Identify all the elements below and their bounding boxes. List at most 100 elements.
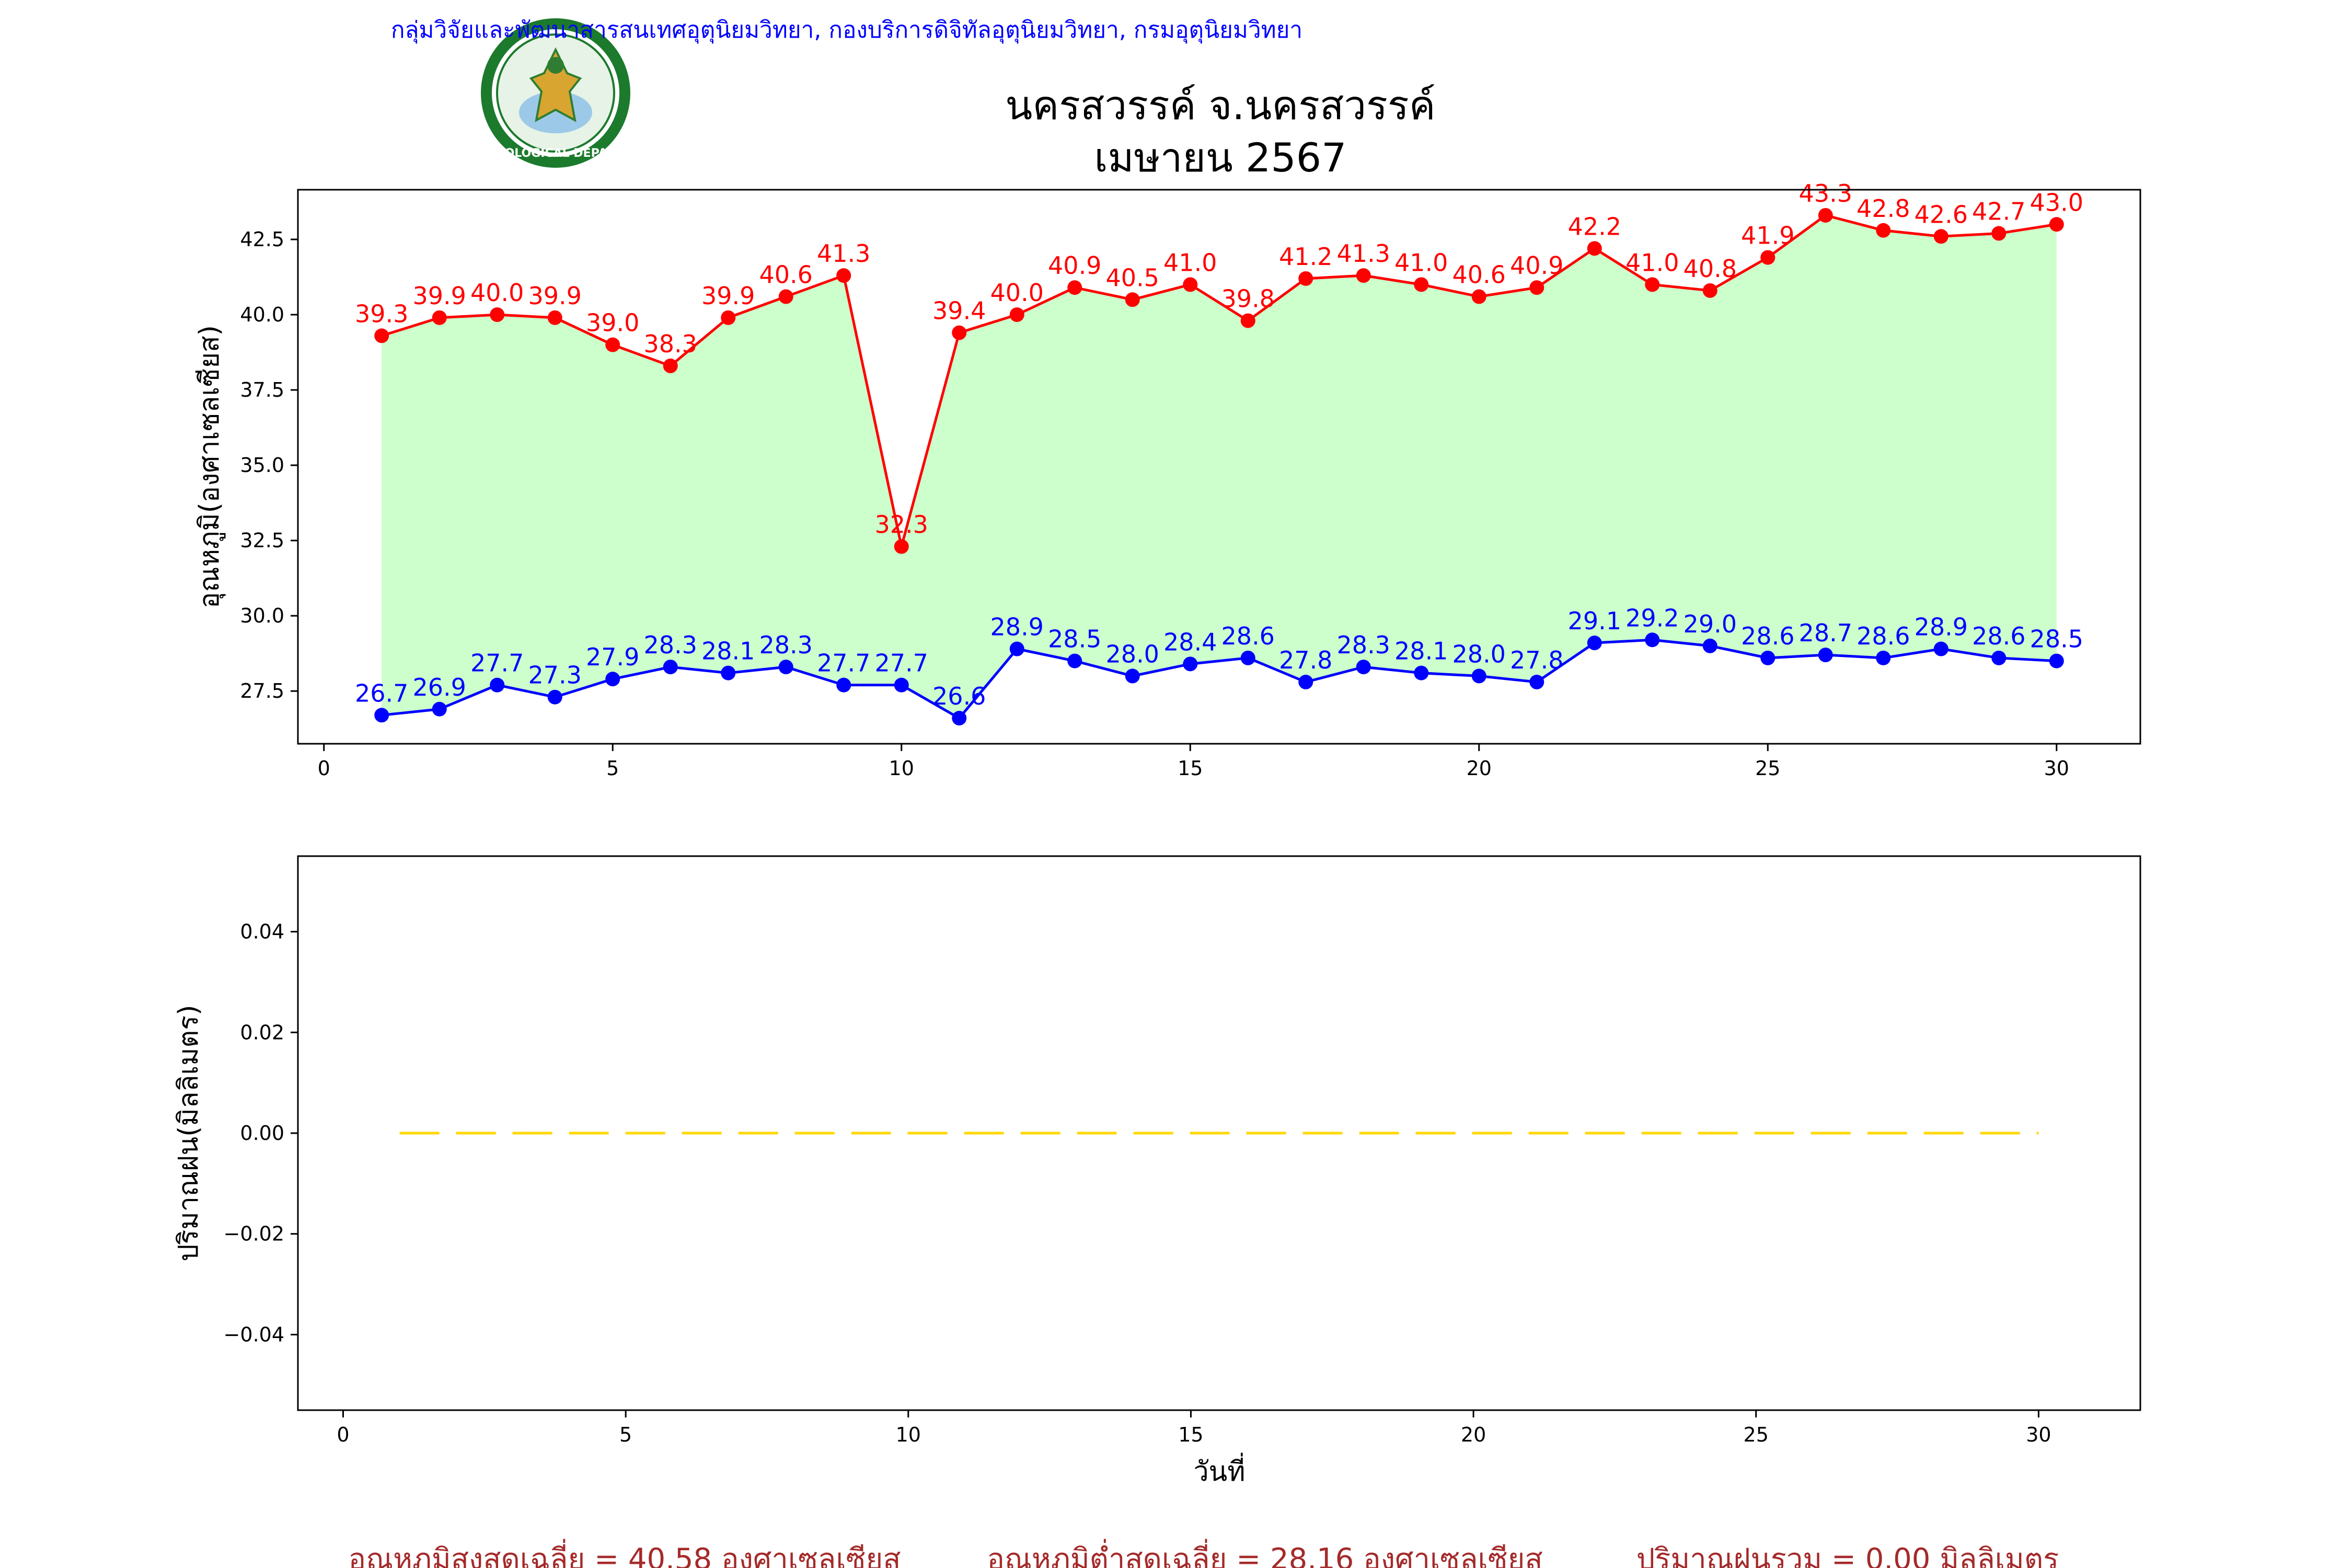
rainfall-y-axis-label: ปริมาณฝน(มิลลิเมตร) (173, 1005, 204, 1261)
temperature-min-point (1298, 674, 1313, 689)
temperature-max-point (1125, 292, 1140, 307)
temperature-min-label: 27.8 (1510, 646, 1563, 674)
temperature-data-labels: 39.339.9 40.0 39.939.038.339.940.641.332.3… (355, 179, 2083, 710)
temperature-min-point (547, 689, 562, 705)
temperature-max-point (1067, 280, 1082, 295)
rainfall-x-tick-label: 10 (896, 1423, 921, 1446)
temperature-min-point (1067, 653, 1082, 668)
temperature-max-point (1702, 283, 1717, 298)
temperature-min-label: 26.7 (355, 679, 408, 707)
rainfall-x-tick-label: 0 (337, 1423, 349, 1446)
temperature-x-tick-label: 15 (1178, 757, 1203, 780)
temperature-max-point (1414, 277, 1429, 292)
temperature-min-point (1009, 641, 1024, 656)
temperature-max-label: 42.8 (1857, 194, 1910, 223)
temperature-max-point (547, 310, 562, 325)
summary-avg-min: อุณหภูมิต่ำสุดเฉลี่ย = 28.16 องศาเซลเซีย… (987, 1539, 1542, 1568)
temperature-min-point (2049, 653, 2064, 668)
temperature-min-point (778, 660, 793, 675)
rainfall-y-tick-label: −0.04 (224, 1323, 284, 1346)
temperature-max-label: 40.9 (1510, 251, 1563, 280)
temperature-min-label: 28.9 (990, 613, 1044, 641)
rainfall-x-ticks: 0 5 10 15 20 25 30 (337, 1410, 2051, 1446)
temperature-min-label: 27.7 (875, 649, 928, 677)
temperature-max-label: 43.0 (2030, 188, 2083, 216)
rainfall-y-tick-label: −0.02 (224, 1223, 284, 1246)
temperature-min-point (1991, 650, 2007, 665)
temperature-x-tick-label: 5 (606, 757, 619, 780)
temperature-max-point (1991, 226, 2007, 241)
temperature-max-label: 38.3 (644, 330, 697, 358)
temperature-max-label: 39.4 (932, 297, 986, 325)
temperature-max-point (1356, 268, 1371, 283)
summary-avg-max: อุณหภูมิสูงสุดเฉลี่ย = 40.58 องศาเซลเซีย… (348, 1539, 901, 1568)
temperature-x-tick-label: 30 (2044, 757, 2069, 780)
rainfall-x-tick-label: 30 (2026, 1423, 2051, 1446)
temperature-max-point (1876, 223, 1891, 238)
temperature-max-point (952, 325, 967, 340)
temperature-max-point (1933, 229, 1949, 244)
temperature-min-point (1240, 650, 1255, 665)
rainfall-chart: 0 5 10 15 20 25 30 −0.04 −0.02 0.00 0.02 0.04 ปริม… (173, 855, 2141, 1488)
temperature-max-label: 41.3 (817, 239, 870, 268)
temperature-max-point (1529, 280, 1544, 295)
temperature-max-label: 40.8 (1684, 255, 1737, 283)
meteorological-department-logo: METEOROLOGICAL DEPARTMENT (451, 18, 660, 168)
temperature-y-tick-label: 40.0 (240, 303, 284, 326)
temperature-max-label: 40.6 (1452, 261, 1506, 289)
temperature-min-label: 28.5 (2030, 625, 2083, 653)
temperature-min-point (1587, 636, 1602, 651)
temperature-max-point (778, 289, 793, 304)
temperature-min-point (1529, 674, 1544, 689)
temperature-x-tick-label: 0 (318, 757, 330, 780)
temperature-min-label: 28.9 (1915, 613, 1968, 641)
temperature-y-axis-label: อุณหภูมิ(องศาเซลเซียส) (194, 325, 226, 608)
temperature-max-point (894, 539, 909, 554)
rainfall-x-tick-label: 20 (1461, 1423, 1486, 1446)
temperature-y-tick-label: 42.5 (240, 228, 284, 251)
temperature-lines (381, 214, 2057, 720)
rainfall-y-ticks: −0.04 −0.02 0.00 0.02 0.04 (224, 920, 298, 1346)
temperature-max-label: 40.0 (470, 279, 524, 307)
temperature-min-label: 28.3 (1337, 631, 1390, 659)
temperature-max-label: 39.9 (413, 282, 466, 310)
temperature-y-tick-label: 32.5 (240, 529, 284, 552)
station-title: นครสวรรค์ จ.นครสวรรค์ (1005, 82, 1435, 129)
temperature-min-point (1933, 641, 1949, 656)
temperature-min-label: 27.8 (1279, 646, 1332, 674)
temperature-x-tick-label: 20 (1467, 757, 1492, 780)
temperature-max-label: 43.3 (1799, 179, 1852, 207)
temperature-max-label: 42.6 (1915, 200, 1968, 228)
temperature-max-label: 41.9 (1741, 222, 1794, 250)
temperature-min-point (605, 672, 620, 687)
temperature-max-point (2049, 217, 2064, 232)
temperature-min-point (1414, 665, 1429, 681)
temperature-max-point (1183, 277, 1198, 292)
temperature-min-point (1645, 632, 1660, 648)
temperature-max-label: 40.0 (990, 279, 1044, 307)
temperature-max-label: 39.9 (701, 282, 755, 310)
temperature-plot-frame (297, 189, 2141, 745)
temperature-points (374, 207, 2064, 726)
temperature-max-label: 42.7 (1972, 198, 2025, 226)
temperature-max-label: 39.9 (528, 282, 582, 310)
temperature-max-label: 41.3 (1337, 239, 1390, 268)
temperature-min-point (490, 677, 505, 693)
temperature-min-label: 28.0 (1452, 640, 1506, 668)
temperature-min-point (721, 665, 736, 681)
temperature-max-point (836, 268, 851, 283)
temperature-min-label: 26.6 (932, 682, 986, 710)
temperature-y-ticks: 27.5 30.0 32.5 35.0 37.5 40.0 42.5 (240, 228, 298, 702)
temperature-min-point (1471, 668, 1486, 684)
temperature-x-tick-label: 25 (1755, 757, 1780, 780)
temperature-max-label: 41.2 (1279, 243, 1332, 271)
temperature-min-label: 29.2 (1625, 604, 1679, 632)
temperature-max-label: 39.0 (586, 309, 639, 337)
rainfall-y-tick-label: 0.00 (240, 1122, 284, 1145)
temperature-min-label: 29.0 (1684, 610, 1737, 638)
temperature-max-point (1471, 289, 1486, 304)
temperature-max-point (721, 310, 736, 325)
temperature-min-point (836, 677, 851, 693)
temperature-max-point (1298, 271, 1313, 286)
